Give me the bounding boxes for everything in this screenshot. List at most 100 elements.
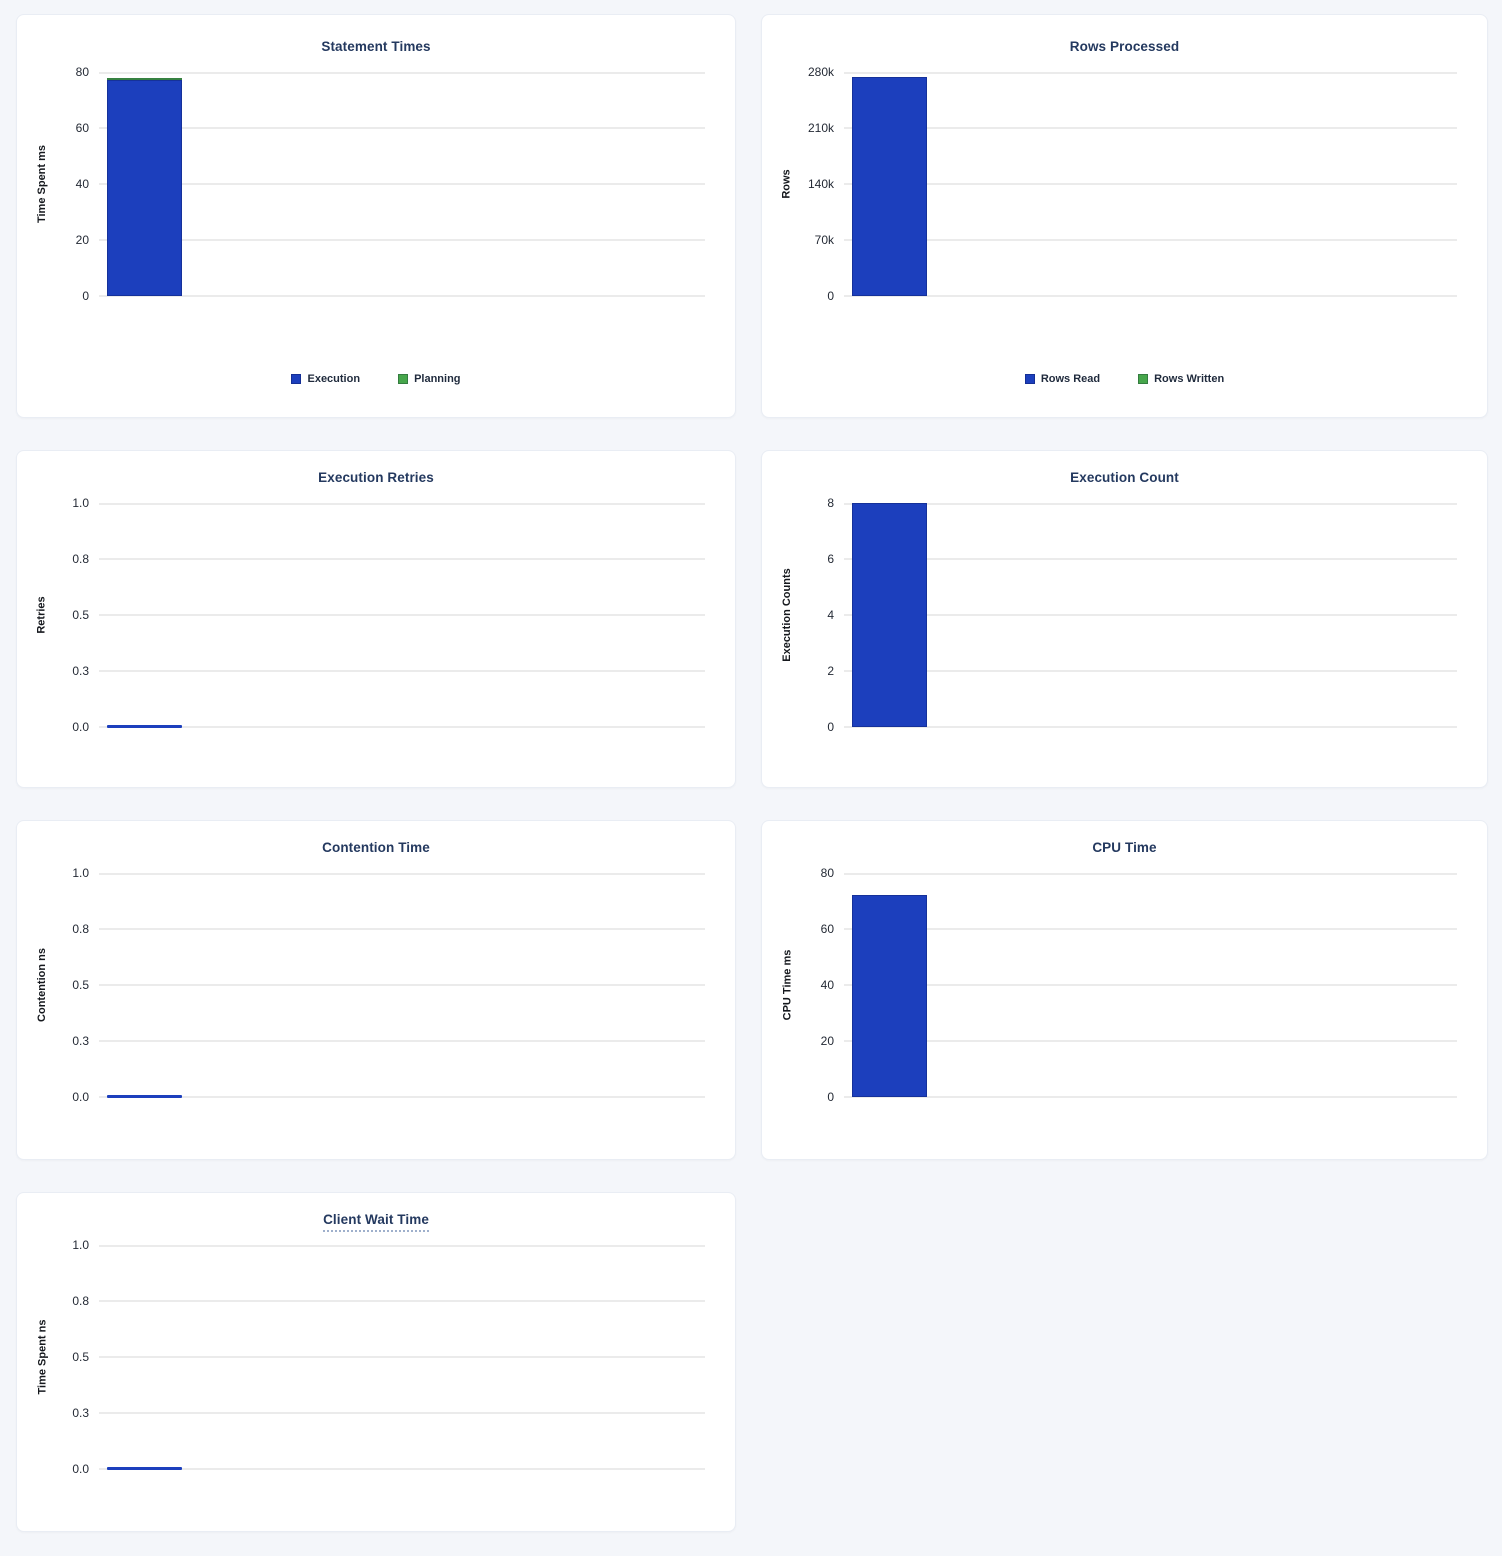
- chart-title-rows-processed: Rows Processed: [762, 39, 1487, 54]
- gridline: [844, 1096, 1457, 1098]
- chart-title-text-tooltip-trigger[interactable]: Client Wait Time: [323, 1212, 429, 1232]
- y-tick-label: 0: [827, 289, 834, 303]
- chart-title-contention-time: Contention Time: [17, 840, 735, 855]
- charts-grid: Statement Times Time Spent ms 0 20 40 60 80 …: [16, 14, 1488, 1532]
- y-tick-label: 0.3: [72, 1406, 89, 1420]
- y-axis-label-wrap: Rows: [766, 72, 808, 296]
- chart-title-text: Rows Processed: [1069, 39, 1180, 54]
- gridline: [99, 127, 705, 129]
- chart-card-statement-times: Statement Times Time Spent ms 0 20 40 60 80 …: [16, 14, 736, 418]
- y-tick-label: 20: [820, 1034, 834, 1048]
- y-axis-label-wrap: Time Spent ms: [21, 72, 63, 296]
- gridline: [99, 1412, 705, 1414]
- gridline: [99, 503, 705, 505]
- y-tick-label: 70k: [814, 233, 834, 247]
- y-axis-label-wrap: Time Spent ns: [21, 1245, 63, 1469]
- y-tick-label: 0.0: [72, 720, 89, 734]
- gridline: [844, 670, 1457, 672]
- y-tick-label: 1.0: [72, 1238, 89, 1252]
- y-axis-label: Rows: [781, 169, 793, 199]
- y-tick-label: 20: [75, 233, 89, 247]
- chart-card-rows-processed: Rows Processed Rows 0 70k 140k 210k 280k Row…: [761, 14, 1488, 418]
- y-tick-label: 0.3: [72, 1034, 89, 1048]
- gridline: [99, 670, 705, 672]
- y-tick-label: 0.5: [72, 1350, 89, 1364]
- gridline: [844, 72, 1457, 74]
- chart-card-contention-time: Contention Time Contention ns 0.0 0.3 0.5 0…: [16, 820, 736, 1160]
- y-axis-label: Time Spent ns: [36, 1319, 49, 1395]
- gridline: [99, 928, 705, 930]
- chart-legend: Execution Planning: [17, 373, 735, 385]
- chart-plot-area: 0 20 40 60 80: [821, 866, 1457, 1104]
- y-tick-label: 60: [820, 922, 834, 936]
- chart-plot-area: 0 20 40 60 80: [76, 65, 705, 303]
- y-axis-label: CPU Time ms: [781, 949, 793, 1021]
- y-axis-label-wrap: Execution Counts: [766, 503, 808, 727]
- gridline: [99, 1356, 705, 1358]
- legend-item: Rows Read: [1024, 373, 1101, 385]
- y-tick-label: 6: [827, 552, 834, 566]
- bar-segment: [107, 77, 182, 81]
- y-tick-label: 1.0: [72, 496, 89, 510]
- chart-card-client-wait-time: Client Wait Time Time Spent ns 0.0 0.3 0.5…: [16, 1192, 736, 1532]
- gridline: [99, 1468, 705, 1470]
- gridline: [99, 239, 705, 241]
- y-tick-label: 0: [827, 1090, 834, 1104]
- y-tick-label: 0.5: [72, 608, 89, 622]
- legend-swatch: [398, 374, 409, 384]
- gridline: [99, 558, 705, 560]
- chart-title-text: CPU Time: [1092, 840, 1157, 855]
- chart-plot-area: 0 2 4 6 8: [827, 496, 1457, 734]
- gridline: [844, 928, 1457, 930]
- y-tick-label: 0.8: [72, 1294, 89, 1308]
- y-tick-label: 80: [75, 65, 89, 79]
- y-tick-label: 0.3: [72, 664, 89, 678]
- y-tick-label: 0: [827, 720, 834, 734]
- chart-card-execution-count: Execution Count Execution Counts 0 2 4 6 8: [761, 450, 1488, 788]
- gridline: [844, 1040, 1457, 1042]
- y-tick-label: 0.0: [72, 1090, 89, 1104]
- chart-legend: Rows Read Rows Written: [762, 373, 1487, 385]
- y-tick-label: 40: [75, 177, 89, 191]
- empty-grid-cell: [761, 1192, 1488, 1532]
- bar-segment: [852, 895, 927, 1097]
- y-tick-label: 80: [820, 866, 834, 880]
- gridline: [844, 873, 1457, 875]
- y-axis-label-wrap: Retries: [21, 503, 63, 727]
- chart-title-statement-times: Statement Times: [17, 39, 735, 54]
- y-tick-label: 2: [827, 664, 834, 678]
- y-axis-label-wrap: Contention ns: [21, 873, 63, 1097]
- gridline: [99, 726, 705, 728]
- chart-title-text: Execution Count: [1070, 470, 1179, 485]
- chart-title-cpu-time: CPU Time: [762, 840, 1487, 855]
- gridline: [99, 614, 705, 616]
- bar-segment: [107, 80, 182, 296]
- legend-item: Rows Written: [1138, 373, 1224, 385]
- y-axis-label: Contention ns: [36, 948, 48, 1022]
- y-axis-label: Retries: [35, 596, 48, 634]
- legend-label: Rows Written: [1154, 373, 1225, 385]
- chart-title-execution-count: Execution Count: [762, 470, 1487, 485]
- legend-swatch: [1024, 374, 1035, 384]
- y-tick-label: 0.8: [72, 552, 89, 566]
- y-axis-label-wrap: CPU Time ms: [766, 873, 808, 1097]
- gridline: [99, 1300, 705, 1302]
- y-tick-label: 0: [82, 289, 89, 303]
- gridline: [844, 127, 1457, 129]
- y-tick-label: 40: [820, 978, 834, 992]
- chart-plot-area: 0.0 0.3 0.5 0.8 1.0: [72, 496, 705, 734]
- y-tick-label: 60: [75, 121, 89, 135]
- legend-label: Rows Read: [1040, 373, 1101, 385]
- chart-title-text: Execution Retries: [318, 470, 434, 485]
- chart-card-cpu-time: CPU Time CPU Time ms 0 20 40 60 80: [761, 820, 1488, 1160]
- legend-item: Planning: [398, 373, 461, 385]
- gridline: [844, 503, 1457, 505]
- y-axis-label: Execution Counts: [781, 568, 794, 662]
- legend-swatch: [1138, 374, 1149, 384]
- gridline: [99, 183, 705, 185]
- chart-plot-area: 0.0 0.3 0.5 0.8 1.0: [72, 1238, 705, 1476]
- y-tick-label: 280k: [807, 65, 834, 79]
- legend-label: Planning: [414, 373, 461, 385]
- y-tick-label: 1.0: [72, 866, 89, 880]
- bar-segment: [852, 76, 927, 296]
